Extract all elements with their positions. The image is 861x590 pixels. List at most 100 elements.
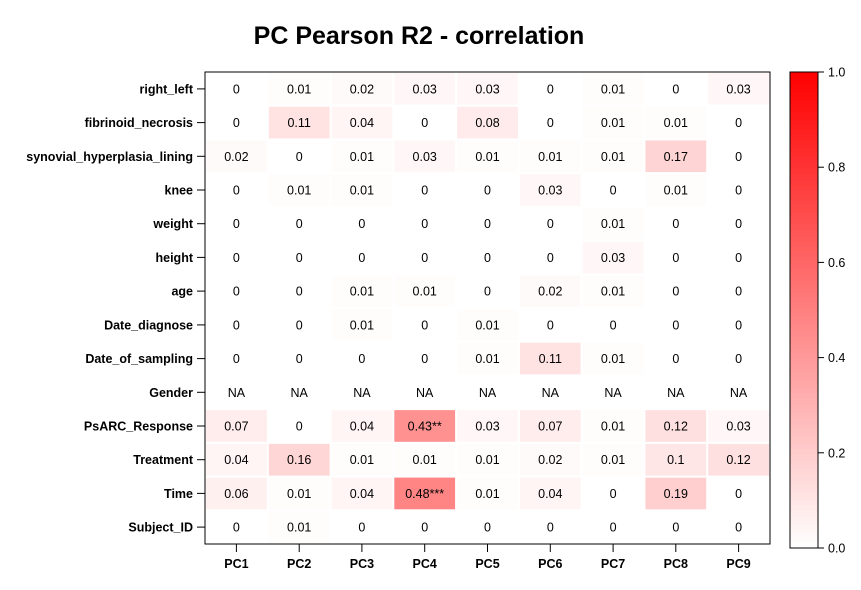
cell-value-label: NA xyxy=(416,386,434,400)
heatmap-cell xyxy=(708,410,769,442)
heatmap-cell xyxy=(519,140,581,173)
cell-value-label: 0.04 xyxy=(224,453,248,467)
heatmap-cell xyxy=(582,342,644,375)
heatmap-cell xyxy=(206,410,267,442)
cell-value-label: 0.19 xyxy=(664,487,688,501)
cell-value-label: 0 xyxy=(233,285,240,299)
cell-value-label: 0 xyxy=(547,251,554,265)
heatmap-cell xyxy=(268,443,330,476)
colorbar-tick-label: 0.8 xyxy=(828,161,845,175)
cell-value-label: 0 xyxy=(233,318,240,332)
cell-value-label: 0 xyxy=(296,352,303,366)
cell-value-label: 0 xyxy=(296,251,303,265)
cell-value-label: 0 xyxy=(672,352,679,366)
row-label: Treatment xyxy=(133,453,194,467)
cell-value-label: 0.01 xyxy=(601,285,625,299)
cell-value-label: 0 xyxy=(610,318,617,332)
cell-value-label: 0.01 xyxy=(350,285,374,299)
heatmap-cell xyxy=(645,410,707,442)
cell-value-label: 0.01 xyxy=(413,285,437,299)
cell-value-label: 0.01 xyxy=(350,453,374,467)
cell-value-label: 0 xyxy=(672,285,679,299)
heatmap-cell xyxy=(457,477,518,510)
cell-value-label: 0.11 xyxy=(539,352,562,366)
cell-value-label: 0 xyxy=(421,521,428,535)
heatmap-cells xyxy=(206,73,769,543)
cell-value-label: 0 xyxy=(296,150,303,164)
cell-value-label: 0.43** xyxy=(408,420,442,434)
cell-value-label: 0.01 xyxy=(475,487,499,501)
cell-value-label: 0 xyxy=(233,116,240,130)
heatmap-cell xyxy=(519,410,581,442)
cell-value-label: 0.01 xyxy=(601,453,625,467)
row-labels: right_left fibrinoid_necrosis synovial_hyp… xyxy=(26,82,205,535)
heatmap-cell xyxy=(331,106,393,139)
cell-value-label: NA xyxy=(479,386,497,400)
cell-value-label: 0.1 xyxy=(667,453,684,467)
cell-value-label: 0.01 xyxy=(601,82,625,96)
cell-value-label: 0 xyxy=(547,318,554,332)
cell-value-label: 0 xyxy=(233,217,240,231)
heatmap-cell xyxy=(457,106,518,139)
cell-value-label: 0.04 xyxy=(350,420,374,434)
column-label: PC3 xyxy=(350,557,374,571)
colorbar-tick-label: 0.6 xyxy=(828,256,845,270)
row-label: PsARC_Response xyxy=(84,420,193,434)
cell-value-label: 0.01 xyxy=(287,521,311,535)
cell-value-label: 0 xyxy=(735,318,742,332)
cell-value-label: 0 xyxy=(421,352,428,366)
cell-value-label: 0.06 xyxy=(224,487,248,501)
cell-value-label: 0 xyxy=(421,251,428,265)
cell-value-label: 0 xyxy=(296,285,303,299)
cell-value-label: 0.03 xyxy=(475,420,499,434)
cell-value-label: 0 xyxy=(610,521,617,535)
cell-value-label: 0.01 xyxy=(287,184,311,198)
cell-value-label: 0.01 xyxy=(475,150,499,164)
column-label: PC2 xyxy=(287,557,311,571)
cell-value-label: 0.03 xyxy=(726,420,750,434)
cell-value-label: 0 xyxy=(484,217,491,231)
cell-value-label: 0.01 xyxy=(538,150,562,164)
cell-value-label: 0 xyxy=(735,487,742,501)
heatmap-cell xyxy=(331,140,393,173)
heatmap-cell xyxy=(582,140,644,173)
row-label: Gender xyxy=(149,386,193,400)
cell-value-label: 0.03 xyxy=(538,184,562,198)
heatmap-cell xyxy=(394,73,456,105)
heatmap-cell xyxy=(457,443,518,476)
heatmap-cell xyxy=(268,477,330,510)
cell-value-label: 0.01 xyxy=(287,487,311,501)
cell-value-label: 0.03 xyxy=(413,150,437,164)
cell-value-label: 0 xyxy=(735,150,742,164)
cell-value-label: 0.01 xyxy=(475,318,499,332)
cell-value-label: 0.11 xyxy=(287,116,310,130)
cell-value-label: 0 xyxy=(484,251,491,265)
cell-value-label: 0.01 xyxy=(601,217,625,231)
cell-value-label: NA xyxy=(353,386,371,400)
cell-value-label: 0 xyxy=(233,352,240,366)
cell-value-label: 0.02 xyxy=(224,150,248,164)
column-label: PC4 xyxy=(413,557,437,571)
colorbar-tick-label: 0.2 xyxy=(828,446,845,460)
cell-value-label: 0.01 xyxy=(350,318,374,332)
heatmap-cell xyxy=(582,207,644,240)
cell-value-label: NA xyxy=(667,386,685,400)
heatmap-cell xyxy=(457,140,518,173)
heatmap-cell-labels: 0 0.01 0.02 0.03 0.03 0 0.01 0 0.03 0 0.11 0.04 0 0.0… xyxy=(224,82,751,534)
cell-value-label: 0 xyxy=(421,184,428,198)
cell-value-label: 0 xyxy=(610,184,617,198)
heatmap-cell xyxy=(708,443,769,476)
heatmap-cell xyxy=(268,511,330,543)
cell-value-label: 0.01 xyxy=(475,352,499,366)
cell-value-label: 0 xyxy=(358,521,365,535)
row-label: Date_of_sampling xyxy=(85,352,193,366)
heatmap-cell xyxy=(519,443,581,476)
heatmap-cell xyxy=(268,106,330,139)
heatmap-cell xyxy=(457,342,518,375)
cell-value-label: NA xyxy=(542,386,560,400)
row-label: knee xyxy=(165,184,194,198)
cell-value-label: 0.16 xyxy=(287,453,311,467)
cell-value-label: 0.01 xyxy=(601,420,625,434)
cell-value-label: 0.03 xyxy=(413,82,437,96)
cell-value-label: 0.01 xyxy=(664,184,688,198)
